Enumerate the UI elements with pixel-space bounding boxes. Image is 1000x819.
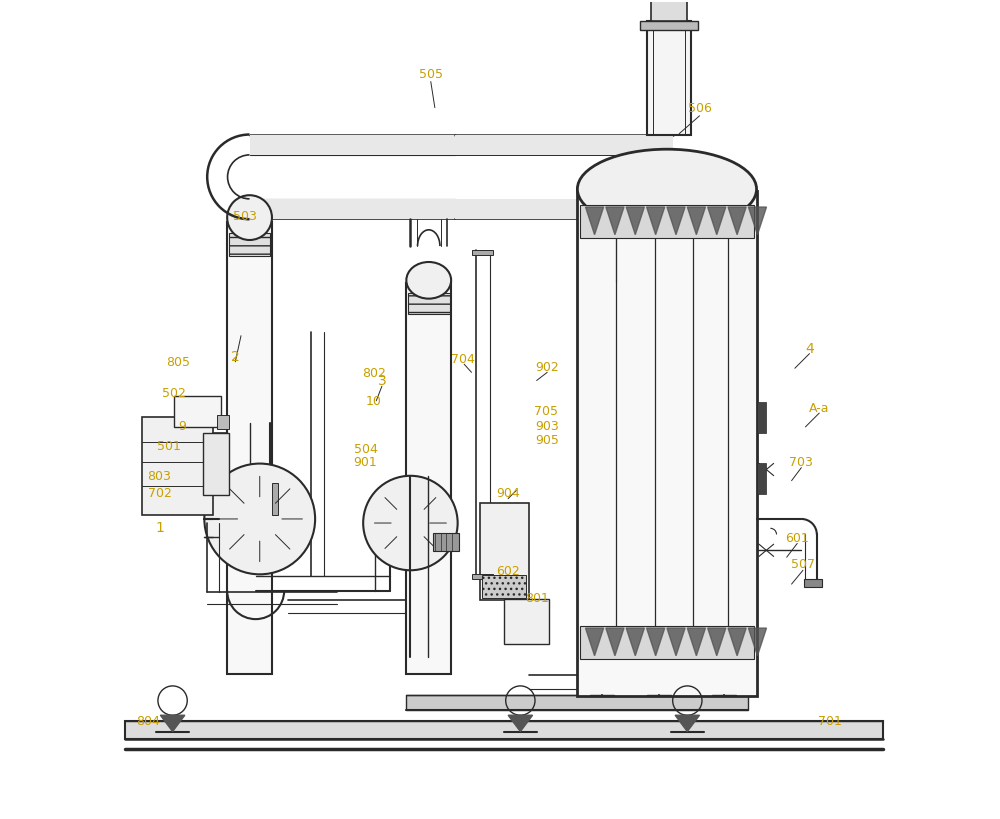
Bar: [651, 0, 687, 21]
Polygon shape: [606, 208, 624, 235]
Text: 805: 805: [166, 355, 190, 369]
Text: 506: 506: [688, 102, 711, 115]
Bar: [482, 576, 526, 598]
Bar: [757, 464, 766, 494]
Text: 801: 801: [525, 592, 549, 604]
Polygon shape: [687, 208, 705, 235]
Text: 10: 10: [366, 395, 382, 408]
Bar: [250, 200, 455, 220]
Bar: [125, 721, 883, 739]
Text: 3: 3: [378, 374, 386, 388]
Bar: [504, 599, 549, 644]
Text: 803: 803: [148, 470, 171, 482]
Bar: [217, 415, 229, 430]
Text: 507: 507: [791, 558, 815, 571]
Bar: [804, 580, 822, 588]
Text: 503: 503: [233, 210, 257, 223]
Bar: [142, 418, 213, 515]
Polygon shape: [647, 208, 665, 235]
Text: 502: 502: [162, 387, 186, 400]
Bar: [472, 575, 493, 580]
Bar: [580, 627, 754, 659]
Polygon shape: [626, 628, 644, 656]
Bar: [433, 533, 459, 551]
Bar: [272, 483, 278, 516]
Bar: [577, 192, 757, 696]
Polygon shape: [728, 628, 746, 656]
Circle shape: [363, 476, 458, 571]
Bar: [757, 403, 766, 433]
Text: A-a: A-a: [809, 401, 830, 414]
Bar: [480, 503, 529, 600]
Polygon shape: [508, 715, 533, 731]
Text: 804: 804: [136, 713, 160, 726]
Polygon shape: [586, 208, 604, 235]
Text: 903: 903: [535, 419, 559, 432]
Polygon shape: [748, 628, 767, 656]
Text: 905: 905: [535, 434, 559, 447]
Bar: [174, 396, 221, 428]
Text: 504: 504: [354, 442, 378, 455]
Bar: [408, 294, 450, 314]
Ellipse shape: [577, 150, 757, 229]
Bar: [250, 135, 455, 156]
Text: 902: 902: [535, 360, 559, 373]
Polygon shape: [728, 208, 746, 235]
Bar: [640, 21, 698, 31]
Text: 501: 501: [157, 440, 180, 453]
Text: 601: 601: [785, 532, 809, 545]
Polygon shape: [748, 208, 767, 235]
Text: 704: 704: [451, 352, 475, 365]
Polygon shape: [667, 628, 685, 656]
Text: 703: 703: [789, 456, 813, 468]
Bar: [647, 21, 691, 135]
Polygon shape: [708, 208, 726, 235]
Bar: [229, 233, 270, 256]
Polygon shape: [626, 208, 644, 235]
Text: 702: 702: [148, 486, 171, 499]
Text: 602: 602: [496, 564, 520, 577]
Bar: [227, 223, 272, 674]
Text: 705: 705: [534, 405, 558, 418]
Polygon shape: [708, 628, 726, 656]
Text: 1: 1: [155, 520, 164, 535]
Polygon shape: [586, 628, 604, 656]
Polygon shape: [647, 628, 665, 656]
Polygon shape: [675, 715, 700, 731]
Circle shape: [204, 464, 315, 575]
Bar: [203, 434, 229, 495]
Text: 802: 802: [362, 366, 386, 379]
Polygon shape: [667, 208, 685, 235]
Bar: [455, 135, 673, 156]
Bar: [406, 695, 748, 709]
Polygon shape: [687, 628, 705, 656]
Text: 2: 2: [231, 350, 240, 364]
Bar: [406, 283, 451, 674]
Text: 9: 9: [178, 419, 186, 432]
Bar: [455, 200, 673, 220]
Ellipse shape: [406, 263, 451, 299]
Ellipse shape: [227, 196, 272, 241]
Text: 505: 505: [419, 68, 443, 81]
Text: 4: 4: [805, 342, 814, 355]
Text: 701: 701: [818, 713, 842, 726]
Text: 901: 901: [354, 456, 377, 468]
Text: 904: 904: [496, 486, 520, 499]
Bar: [472, 251, 493, 256]
Polygon shape: [160, 715, 185, 731]
Bar: [580, 206, 754, 238]
Polygon shape: [606, 628, 624, 656]
